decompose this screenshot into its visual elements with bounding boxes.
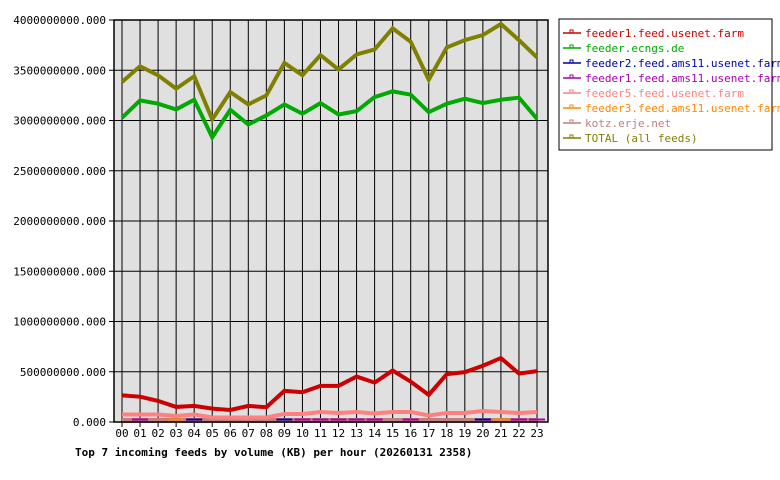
x-tick-label: 08 <box>260 427 273 440</box>
x-tick-label: 12 <box>332 427 345 440</box>
legend-marker <box>569 44 574 49</box>
legend-marker <box>569 74 574 79</box>
x-tick-label: 04 <box>188 427 202 440</box>
x-tick-label: 15 <box>386 427 399 440</box>
x-tick-label: 10 <box>296 427 309 440</box>
y-tick-label: 4000000000.000 <box>13 14 106 27</box>
series-lines <box>120 21 546 423</box>
legend-marker <box>569 104 574 109</box>
x-tick-label: 19 <box>458 427 471 440</box>
legend-label: kotz.erje.net <box>585 117 671 130</box>
x-tick-label: 05 <box>206 427 219 440</box>
x-tick-label: 16 <box>404 427 417 440</box>
chart-title: Top 7 incoming feeds by volume (KB) per … <box>75 446 472 459</box>
plot-frame <box>113 19 549 423</box>
legend-marker <box>569 89 574 94</box>
x-axis-ticks: 00 01 02 03 04 05 06 07 08 09 10 11 12 13 14 15 16 17 18 19… <box>115 427 543 440</box>
x-tick-label: 01 <box>133 427 146 440</box>
x-tick-label: 02 <box>151 427 164 440</box>
legend-marker <box>569 134 574 139</box>
y-tick-label: 500000000.000 <box>20 366 106 379</box>
legend-label: feeder1.feed.ams11.usenet.farm <box>585 72 780 85</box>
legend-label: TOTAL (all feeds) <box>585 132 698 145</box>
y-tick-label: 2000000000.000 <box>13 215 106 228</box>
legend-label: feeder2.feed.ams11.usenet.farm <box>585 57 780 70</box>
legend-label: feeder3.feed.ams11.usenet.farm <box>585 102 780 115</box>
x-tick-label: 17 <box>422 427 435 440</box>
legend-label: feeder5.feed.usenet.farm <box>585 87 744 100</box>
x-tick-label: 06 <box>224 427 237 440</box>
y-tick-label: 1000000000.000 <box>13 316 106 329</box>
legend-marker <box>569 29 574 34</box>
grid-lines <box>109 19 548 427</box>
series-line <box>122 408 538 420</box>
series-line <box>120 89 539 142</box>
x-tick-label: 00 <box>115 427 128 440</box>
y-tick-label: 3500000000.000 <box>13 64 106 77</box>
x-tick-label: 09 <box>278 427 291 440</box>
series-line <box>121 355 538 412</box>
y-tick-label: 1500000000.000 <box>13 265 106 278</box>
y-axis-ticks: 0.000 500000000.000 1000000000.000 15000000… <box>13 14 106 429</box>
x-tick-label: 23 <box>530 427 543 440</box>
legend-marker <box>569 119 574 124</box>
x-tick-label: 18 <box>440 427 453 440</box>
x-tick-label: 21 <box>494 427 507 440</box>
series-line <box>120 21 539 124</box>
legend: feeder1.feed.usenet.farm feeder.ecngs.de f… <box>558 18 780 151</box>
y-tick-label: 2500000000.000 <box>13 165 106 178</box>
x-tick-label: 03 <box>170 427 183 440</box>
y-tick-label: 0.000 <box>73 416 106 429</box>
x-tick-label: 14 <box>368 427 382 440</box>
x-tick-label: 11 <box>314 427 327 440</box>
legend-label: feeder1.feed.usenet.farm <box>585 27 744 40</box>
legend-box <box>558 18 773 151</box>
x-tick-label: 20 <box>476 427 489 440</box>
y-tick-label: 3000000000.000 <box>13 115 106 128</box>
x-tick-label: 13 <box>350 427 363 440</box>
x-tick-label: 07 <box>242 427 255 440</box>
legend-label: feeder.ecngs.de <box>585 42 684 55</box>
x-tick-label: 22 <box>512 427 525 440</box>
legend-marker <box>569 59 574 64</box>
